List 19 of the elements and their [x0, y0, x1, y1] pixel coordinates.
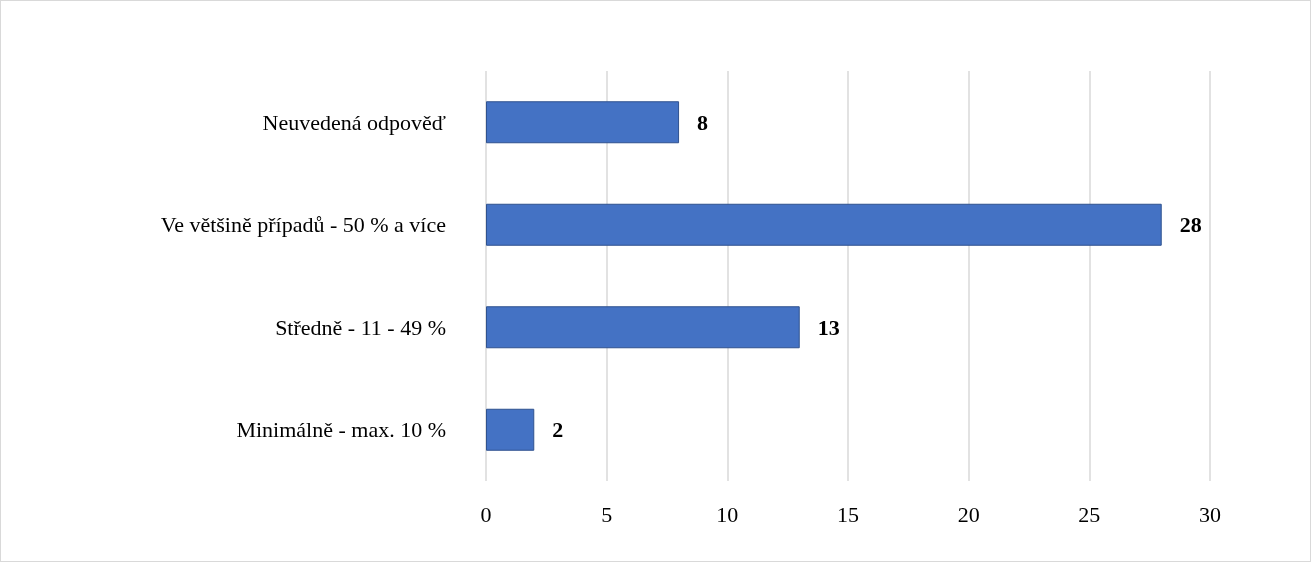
- bar: [486, 203, 1162, 246]
- y-tick-label: Ve většině případů - 50 % a více: [160, 212, 446, 238]
- data-label: 2: [552, 417, 564, 443]
- x-tick-label: 0: [480, 501, 492, 527]
- x-tick-label: 25: [1078, 501, 1101, 527]
- x-tick-label: 10: [716, 501, 739, 527]
- x-tick-label: 15: [837, 501, 859, 527]
- data-label: 13: [817, 314, 840, 340]
- data-label: 28: [1179, 212, 1202, 238]
- bar: [486, 408, 535, 451]
- bar: [486, 306, 800, 349]
- y-tick-label: Neuvedená odpověď: [262, 109, 446, 135]
- x-tick-label: 5: [601, 501, 613, 527]
- data-label: 8: [697, 109, 709, 135]
- x-tick-label: 30: [1199, 501, 1221, 527]
- y-tick-label: Středně - 11 - 49 %: [275, 314, 446, 340]
- y-tick-label: Minimálně - max. 10 %: [236, 417, 446, 443]
- x-tick-label: 20: [957, 501, 980, 527]
- bar: [486, 101, 680, 144]
